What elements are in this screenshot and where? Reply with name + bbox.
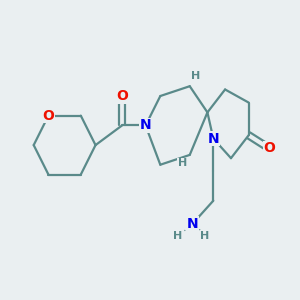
- Text: H: H: [173, 231, 182, 241]
- Text: N: N: [208, 131, 219, 146]
- Text: N: N: [140, 118, 152, 133]
- Text: O: O: [263, 141, 275, 155]
- Text: H: H: [178, 158, 187, 168]
- Text: N: N: [187, 217, 199, 231]
- Text: O: O: [43, 109, 54, 123]
- Text: H: H: [200, 231, 210, 241]
- Text: H: H: [191, 71, 200, 81]
- Text: O: O: [116, 89, 128, 103]
- Text: N: N: [140, 118, 152, 133]
